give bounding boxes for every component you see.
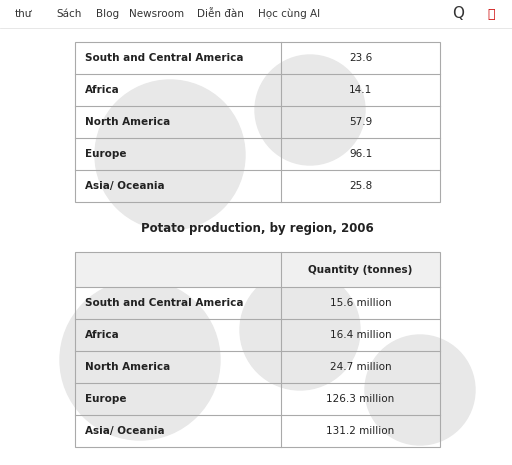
Text: 126.3 million: 126.3 million <box>327 394 395 404</box>
Text: thư: thư <box>14 9 32 19</box>
Text: 131.2 million: 131.2 million <box>327 426 395 436</box>
Text: Europe: Europe <box>85 149 126 159</box>
Circle shape <box>365 335 475 445</box>
Text: Asia/ Oceania: Asia/ Oceania <box>85 181 165 191</box>
Text: 14.1: 14.1 <box>349 85 372 95</box>
Text: 🛒: 🛒 <box>488 7 495 20</box>
Text: 15.6 million: 15.6 million <box>330 298 392 308</box>
Text: 96.1: 96.1 <box>349 149 372 159</box>
Circle shape <box>60 280 220 440</box>
Text: Europe: Europe <box>85 394 126 404</box>
Text: Q: Q <box>452 7 464 21</box>
Bar <box>75 42 440 202</box>
Text: 57.9: 57.9 <box>349 117 372 127</box>
Text: Sách: Sách <box>56 9 82 19</box>
Bar <box>75 252 440 447</box>
Text: 24.7 million: 24.7 million <box>330 362 392 372</box>
Text: Diễn đàn: Diễn đàn <box>197 9 244 19</box>
Text: 23.6: 23.6 <box>349 53 372 63</box>
Text: Potato production, by region, 2006: Potato production, by region, 2006 <box>141 221 374 234</box>
Text: 25.8: 25.8 <box>349 181 372 191</box>
Text: Học cùng AI: Học cùng AI <box>258 9 321 19</box>
Text: Blog: Blog <box>96 9 119 19</box>
Circle shape <box>95 80 245 230</box>
Text: Asia/ Oceania: Asia/ Oceania <box>85 426 165 436</box>
Text: 16.4 million: 16.4 million <box>330 330 392 340</box>
Bar <box>75 252 440 287</box>
Text: South and Central America: South and Central America <box>85 298 244 308</box>
Text: North America: North America <box>85 362 170 372</box>
Circle shape <box>255 55 365 165</box>
Text: South and Central America: South and Central America <box>85 53 244 63</box>
Text: Africa: Africa <box>85 330 120 340</box>
Text: Quantity (tonnes): Quantity (tonnes) <box>308 265 413 274</box>
Circle shape <box>240 270 360 390</box>
Text: Newsroom: Newsroom <box>129 9 184 19</box>
Text: North America: North America <box>85 117 170 127</box>
Text: Africa: Africa <box>85 85 120 95</box>
